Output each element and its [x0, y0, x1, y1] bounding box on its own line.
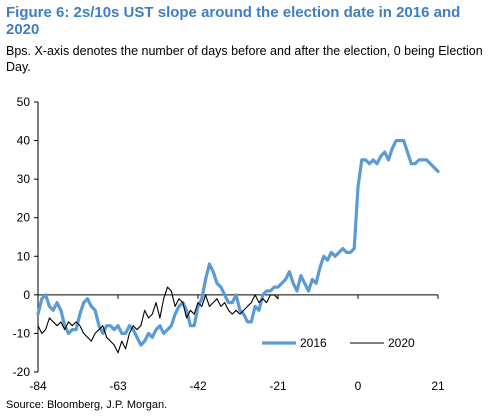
x-tick-label: -42 [189, 379, 207, 393]
series-layer [36, 139, 440, 354]
x-tick-label: -63 [109, 379, 127, 393]
y-tick-label: 10 [17, 249, 31, 263]
y-tick-label: -20 [13, 365, 31, 379]
axes: -20 -10 0 10 20 30 40 50 -84 -63 -42 -21 0 21 [13, 95, 445, 393]
legend: 2016 2020 [262, 336, 415, 350]
x-tick-label: 0 [355, 379, 362, 393]
x-tick-label: -21 [269, 379, 287, 393]
y-tick-label: 40 [17, 134, 31, 148]
x-tick-label: 21 [431, 379, 445, 393]
x-tick-label: -84 [29, 379, 47, 393]
legend-label-2016: 2016 [300, 336, 327, 350]
chart-subtitle: Bps. X-axis denotes the number of days b… [6, 44, 483, 74]
y-tick-label: 0 [23, 288, 30, 302]
series-line-2016 [36, 139, 440, 347]
y-tick-label: 50 [17, 95, 31, 109]
legend-label-2020: 2020 [388, 336, 415, 350]
series-line-2020 [37, 286, 279, 354]
y-tick-label: -10 [13, 326, 31, 340]
source-note: Source: Bloomberg, J.P. Morgan. [6, 399, 168, 411]
y-tick-label: 20 [17, 211, 31, 225]
chart-title: Figure 6: 2s/10s UST slope around the el… [6, 4, 461, 38]
y-tick-label: 30 [17, 172, 31, 186]
